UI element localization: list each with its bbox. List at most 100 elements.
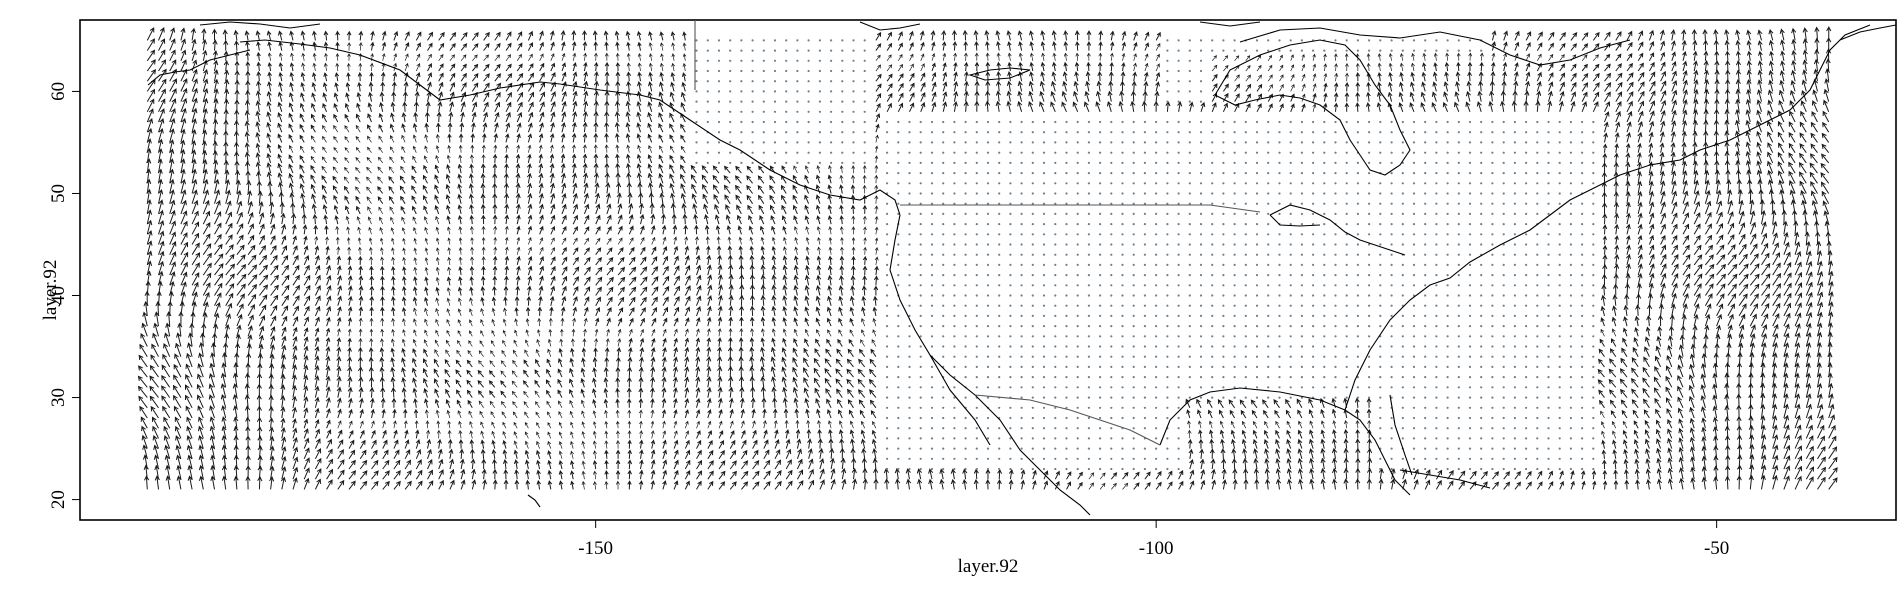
vector-arrow <box>728 305 734 316</box>
calm-point <box>1480 365 1483 368</box>
vector-arrow <box>458 429 463 439</box>
calm-point <box>1076 161 1079 164</box>
calm-point <box>1334 253 1337 256</box>
calm-point <box>1199 233 1203 236</box>
vector-arrow <box>1805 466 1815 480</box>
calm-point <box>1491 192 1494 195</box>
vector-arrow <box>303 345 309 357</box>
vector-arrow <box>314 284 321 296</box>
vector-arrow <box>707 449 714 460</box>
vector-arrow <box>1228 399 1236 409</box>
calm-point <box>1132 406 1135 409</box>
vector-arrow <box>314 355 320 368</box>
calm-point <box>1132 202 1135 205</box>
calm-point <box>919 345 922 348</box>
vector-arrow <box>707 480 714 490</box>
vector-arrow <box>401 306 407 316</box>
calm-point <box>986 284 990 287</box>
vector-arrow <box>873 275 879 286</box>
vector-arrow <box>547 338 552 347</box>
vector-arrow <box>186 444 193 459</box>
vector-arrow <box>658 182 664 194</box>
calm-point <box>1569 406 1572 409</box>
vector-arrow <box>682 213 688 225</box>
vector-arrow <box>314 419 320 429</box>
vector-arrow <box>804 338 810 347</box>
calm-point <box>1009 376 1012 379</box>
calm-point <box>919 182 922 185</box>
vector-arrow <box>570 338 575 347</box>
vector-arrow <box>257 465 263 480</box>
calm-point <box>1255 253 1259 256</box>
calm-point <box>1009 263 1012 266</box>
calm-point <box>1099 355 1102 358</box>
vector-arrow <box>1642 377 1650 388</box>
vector-arrow <box>561 285 567 296</box>
vector-arrow <box>770 366 776 378</box>
vector-arrow <box>550 237 555 245</box>
calm-point <box>1558 233 1561 236</box>
calm-point <box>1513 202 1516 205</box>
vector-arrow <box>1536 470 1543 480</box>
calm-point <box>1525 376 1528 379</box>
vector-arrow <box>706 397 712 408</box>
vector-arrow <box>247 244 256 255</box>
vector-arrow <box>280 373 286 388</box>
vector-arrow <box>1783 444 1791 459</box>
calm-point <box>1502 355 1505 358</box>
calm-point <box>1087 294 1090 297</box>
calm-point <box>1356 172 1359 175</box>
vector-arrow <box>446 319 451 327</box>
vector-arrow <box>1704 200 1712 215</box>
vector-arrow <box>650 398 655 408</box>
vector-arrow <box>1208 420 1213 429</box>
vector-arrow <box>208 394 215 408</box>
vector-arrow <box>1738 222 1746 235</box>
calm-point <box>1480 335 1483 338</box>
vector-arrow <box>435 297 440 306</box>
vector-arrow <box>1343 447 1349 459</box>
vector-arrow <box>220 393 227 408</box>
vector-arrow <box>191 210 199 225</box>
vector-arrow <box>1598 358 1605 368</box>
vector-arrow <box>1286 448 1292 459</box>
vector-arrow <box>857 389 866 398</box>
calm-point <box>1042 396 1046 399</box>
calm-point <box>1334 314 1337 317</box>
vector-arrow <box>326 458 334 470</box>
calm-point <box>1412 212 1416 215</box>
vector-arrow <box>839 226 844 235</box>
calm-point <box>1569 294 1572 297</box>
calm-point <box>1289 386 1292 389</box>
vector-arrow <box>1286 438 1292 449</box>
calm-point <box>1076 212 1079 215</box>
vector-arrow <box>1366 438 1372 449</box>
vector-arrow <box>561 266 568 276</box>
vector-arrow <box>696 459 703 470</box>
calm-point <box>998 447 1001 450</box>
calm-point <box>1211 304 1214 307</box>
calm-point <box>1390 243 1393 246</box>
vector-arrow <box>200 332 206 347</box>
vector-arrow <box>457 204 463 215</box>
vector-arrow <box>336 355 342 367</box>
calm-point <box>1435 355 1438 358</box>
calm-point <box>886 427 889 430</box>
vector-arrow <box>1355 467 1361 480</box>
calm-point <box>1334 202 1337 205</box>
vector-arrow <box>1671 244 1678 255</box>
vector-arrow <box>514 296 520 306</box>
vector-arrow <box>627 356 633 367</box>
calm-point <box>1054 243 1057 246</box>
calm-point <box>1267 314 1270 317</box>
vector-arrow <box>1693 169 1699 184</box>
vector-arrow <box>1591 470 1597 480</box>
vector-arrow <box>1817 301 1824 317</box>
vector-arrow <box>424 247 429 255</box>
calm-point <box>1581 365 1584 368</box>
calm-point <box>1368 274 1371 277</box>
vector-arrow <box>572 203 578 215</box>
vector-arrow <box>1331 408 1337 419</box>
calm-point <box>1457 243 1460 246</box>
vector-arrow <box>1354 397 1360 408</box>
